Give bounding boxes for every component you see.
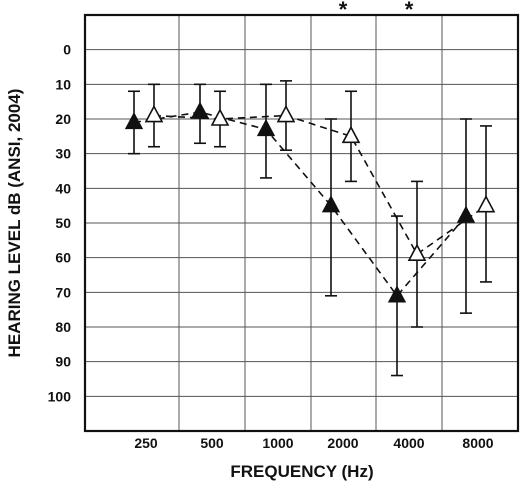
open-triangle-marker bbox=[341, 125, 361, 144]
y-tick-label: 30 bbox=[55, 146, 71, 162]
y-tick-label: 50 bbox=[55, 215, 71, 231]
open-triangle-marker bbox=[476, 194, 496, 213]
filled-triangle-marker bbox=[190, 101, 210, 119]
y-tick-label: 10 bbox=[55, 76, 71, 92]
x-tick-label: 8000 bbox=[462, 435, 493, 451]
filled-triangle-marker bbox=[124, 111, 144, 130]
y-tick-label: 0 bbox=[63, 42, 71, 58]
x-tick-label: 250 bbox=[134, 435, 158, 451]
significance-asterisk: * bbox=[405, 0, 414, 22]
y-tick-label: 40 bbox=[55, 180, 71, 196]
open-triangle-marker bbox=[144, 104, 164, 123]
y-tick-label: 90 bbox=[55, 354, 71, 370]
x-tick-label: 4000 bbox=[393, 435, 424, 451]
y-tick-label: 70 bbox=[55, 284, 71, 300]
significance-marks: * * bbox=[339, 0, 414, 22]
filled-triangle-marker bbox=[321, 195, 341, 213]
y-axis-title: HEARING LEVEL dB (ANSI, 2004) bbox=[5, 89, 24, 358]
x-tick-label: 1000 bbox=[262, 435, 293, 451]
y-tick-label: 100 bbox=[48, 388, 72, 404]
open-triangle-marker bbox=[407, 243, 427, 262]
series-lines bbox=[133, 111, 487, 298]
filled-triangle-marker bbox=[256, 118, 276, 137]
y-tick-label: 20 bbox=[55, 111, 71, 127]
error-bars bbox=[128, 80, 492, 377]
filled-triangle-marker bbox=[387, 285, 407, 303]
open-triangle-marker bbox=[276, 104, 296, 123]
y-tick-labels: 0 10 20 30 40 50 60 70 80 90 100 bbox=[48, 42, 72, 405]
y-tick-label: 60 bbox=[55, 250, 71, 266]
x-tick-labels: 250 500 1000 2000 4000 8000 bbox=[134, 435, 493, 451]
significance-asterisk: * bbox=[339, 0, 348, 22]
x-tick-label: 500 bbox=[200, 435, 224, 451]
x-axis-title: FREQUENCY (Hz) bbox=[230, 462, 373, 481]
filled-triangle-marker bbox=[456, 205, 476, 223]
plot-frame bbox=[83, 13, 520, 433]
y-tick-label: 80 bbox=[55, 319, 71, 335]
x-tick-label: 2000 bbox=[327, 435, 358, 451]
grid bbox=[84, 14, 519, 432]
series-line bbox=[153, 114, 487, 256]
open-triangle-marker bbox=[210, 108, 230, 126]
data-markers bbox=[124, 101, 496, 303]
series-line bbox=[133, 111, 467, 298]
